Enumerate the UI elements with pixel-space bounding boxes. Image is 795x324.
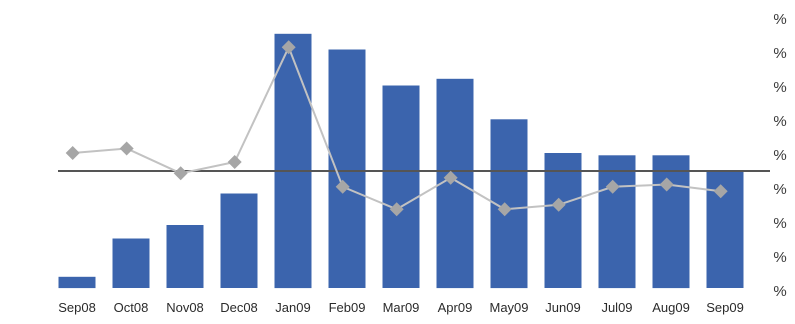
x-tick-Feb09: Feb09: [329, 300, 366, 315]
line-marker-Nov08: [174, 166, 188, 180]
x-tick-Sep08: Sep08: [58, 300, 96, 315]
line-marker-Sep08: [66, 146, 80, 160]
bar-Aug09: [653, 155, 690, 288]
bar-Sep09: [707, 171, 744, 288]
y-tick-right-3: %: [773, 113, 786, 130]
x-tick-Jan09: Jan09: [275, 300, 310, 315]
y-tick-right-0: %: [773, 11, 786, 28]
y-tick-right-6: %: [773, 215, 786, 232]
y-axis-ticks-right: %%%%%%%%%: [773, 11, 786, 300]
y-tick-right-5: %: [773, 181, 786, 198]
bar-Mar09: [383, 86, 420, 289]
x-axis-ticks: Sep08 Oct08 Nov08 Dec08 Jan09 Feb09 Mar09 Apr09…: [58, 300, 744, 315]
y-tick-right-1: %: [773, 45, 786, 62]
line-marker-Dec08: [228, 155, 242, 169]
bar-Jan09: [275, 34, 312, 288]
x-tick-Aug09: Aug09: [652, 300, 690, 315]
y-tick-right-8: %: [773, 283, 786, 300]
line-marker-Oct08: [120, 142, 134, 156]
x-tick-Nov08: Nov08: [166, 300, 204, 315]
bar-Nov08: [167, 225, 204, 288]
x-tick-Jul09: Jul09: [601, 300, 632, 315]
bar-Jul09: [599, 155, 636, 288]
x-tick-Oct08: Oct08: [114, 300, 149, 315]
y-tick-right-7: %: [773, 249, 786, 266]
x-tick-Jun09: Jun09: [545, 300, 580, 315]
bar-Feb09: [329, 50, 366, 289]
bar-series: [59, 34, 744, 288]
bar-Sep08: [59, 277, 96, 288]
x-tick-Dec08: Dec08: [220, 300, 258, 315]
y-tick-right-4: %: [773, 147, 786, 164]
y-tick-right-2: %: [773, 79, 786, 96]
x-tick-Sep09: Sep09: [706, 300, 744, 315]
bar-Dec08: [221, 194, 258, 289]
x-tick-Apr09: Apr09: [438, 300, 473, 315]
x-tick-Mar09: Mar09: [383, 300, 420, 315]
bar-Jun09: [545, 153, 582, 288]
x-tick-May09: May09: [489, 300, 528, 315]
bar-Oct08: [113, 239, 150, 289]
